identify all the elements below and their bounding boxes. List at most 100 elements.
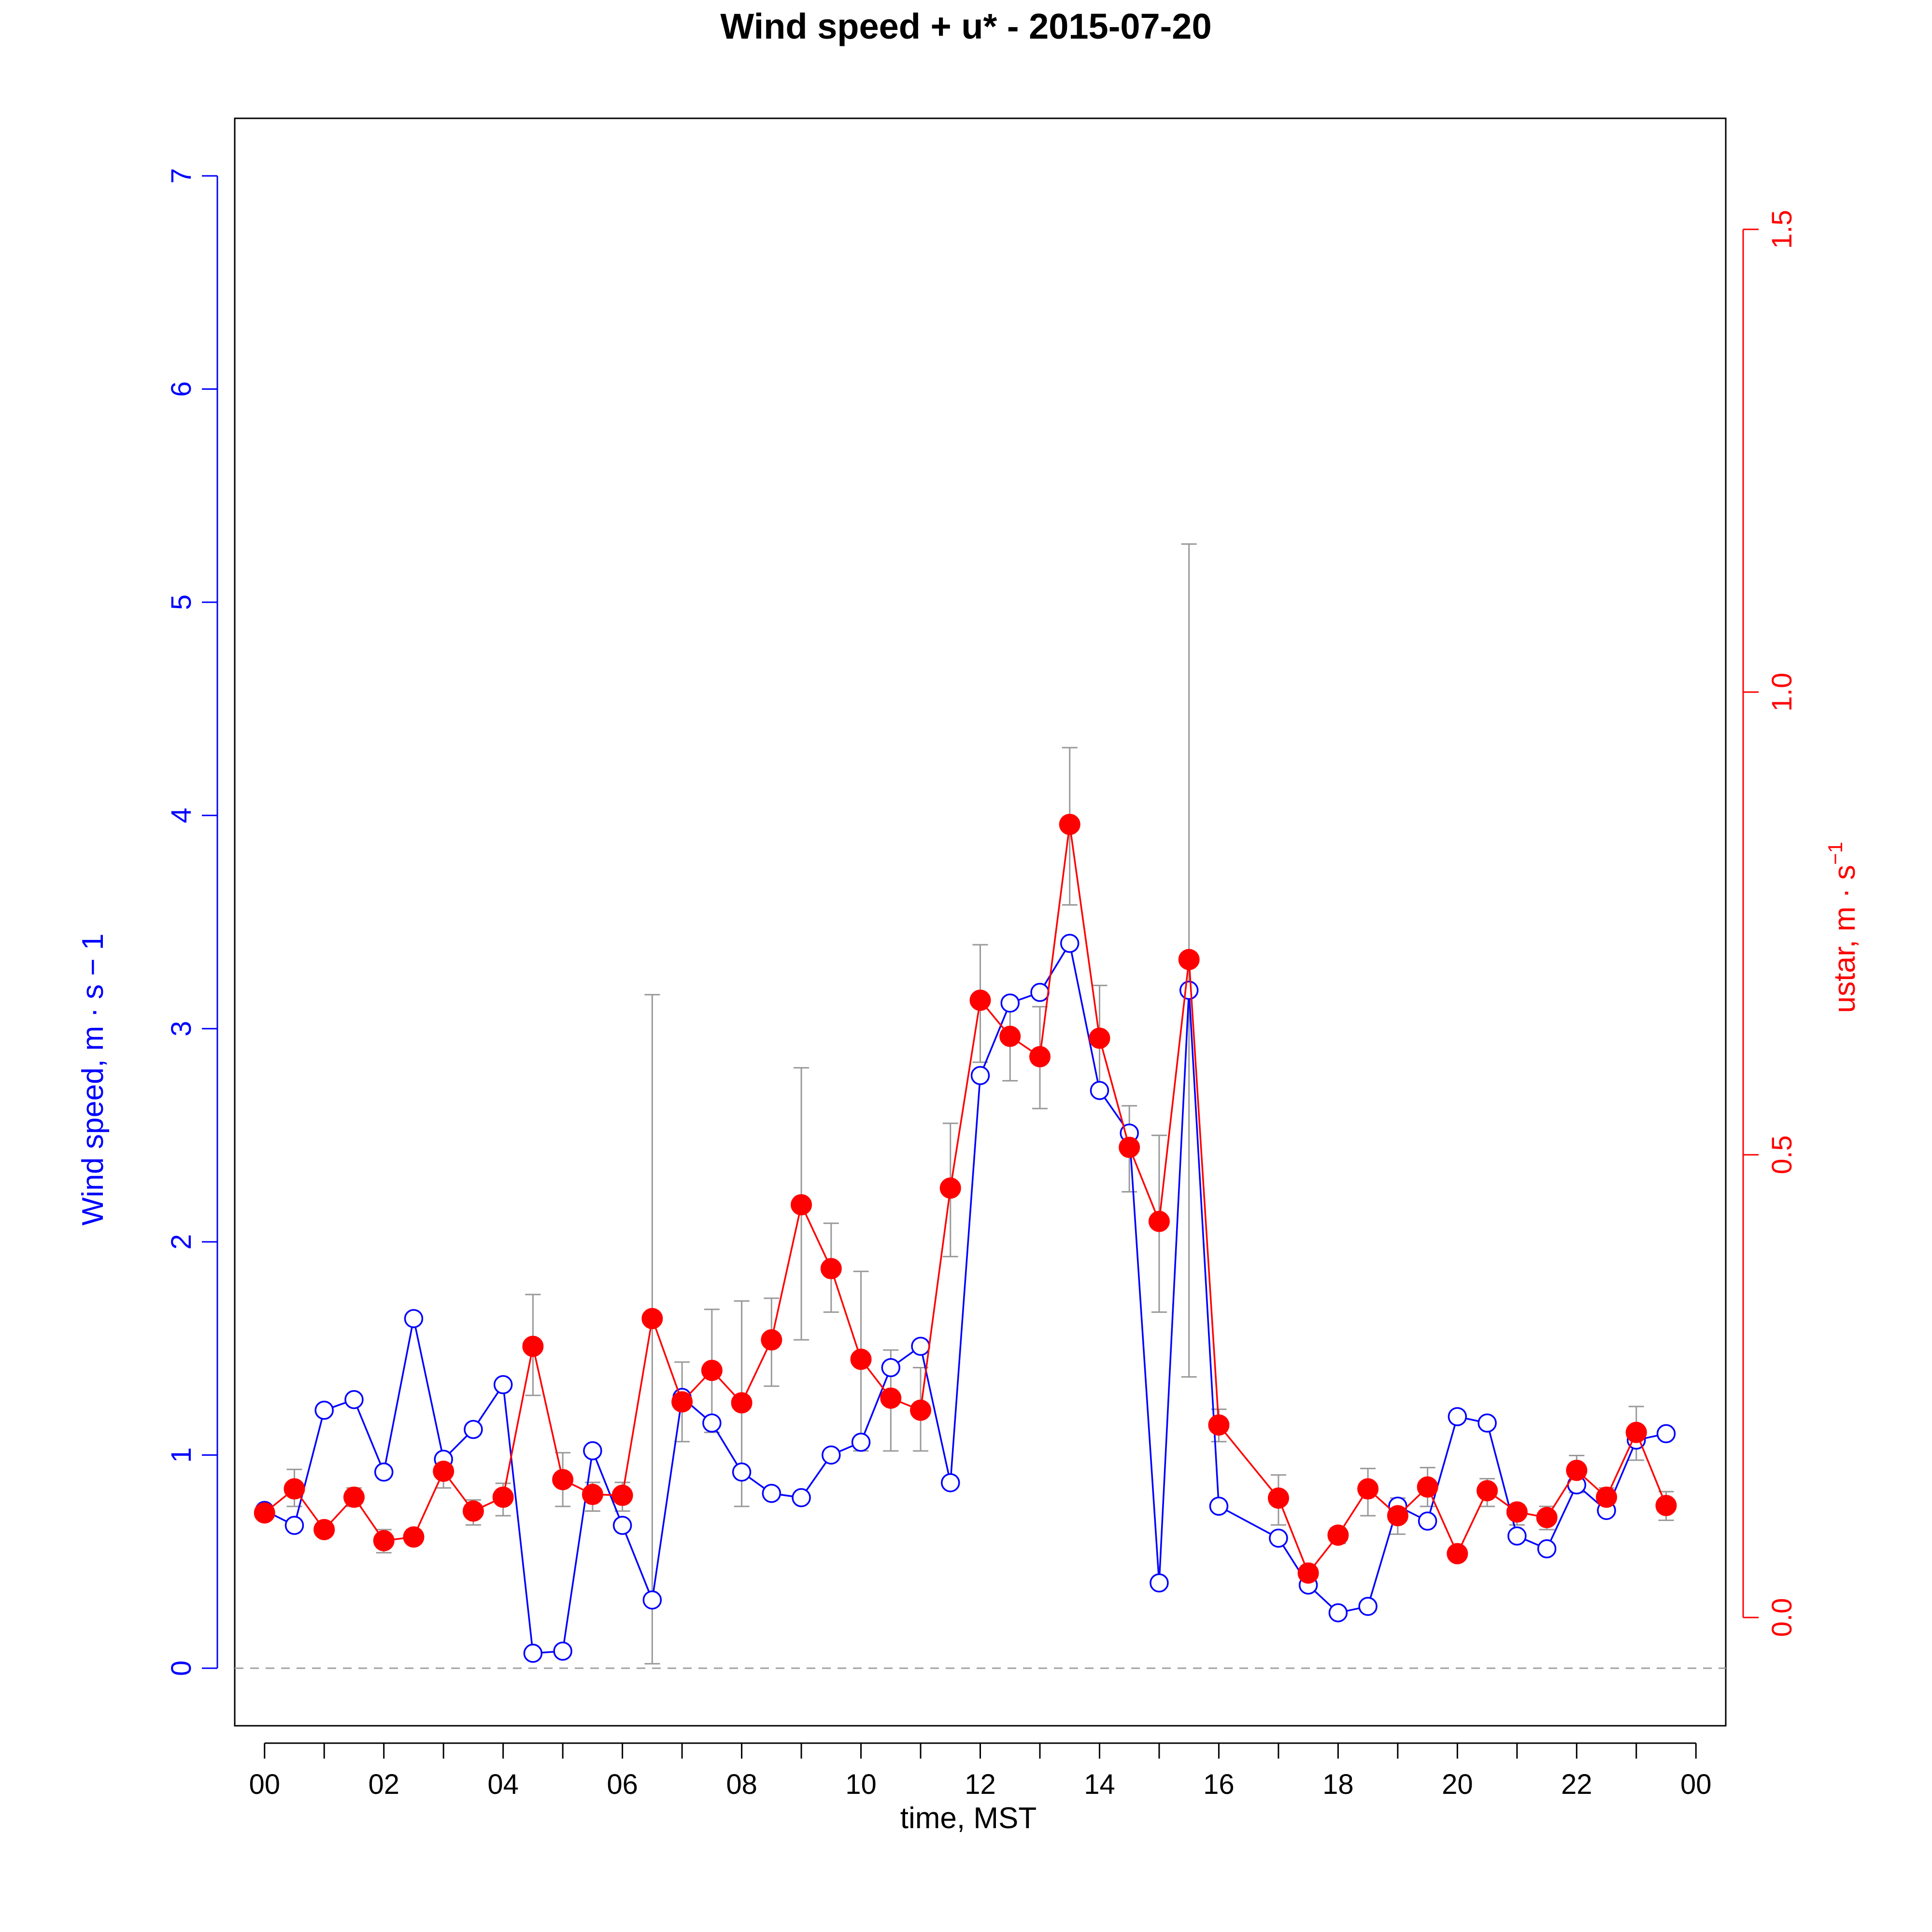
ustar-point xyxy=(939,1177,961,1199)
ustar-point xyxy=(582,1484,603,1506)
ustar-point xyxy=(969,989,991,1011)
y-right-tick-label: 1.5 xyxy=(1766,210,1798,249)
wind-speed-point xyxy=(911,1336,930,1356)
x-tick-label: 02 xyxy=(368,1769,399,1800)
wind-speed-point xyxy=(881,1358,901,1378)
y-left-tick-label: 6 xyxy=(166,381,197,397)
ustar-point xyxy=(880,1387,902,1409)
wind-speed-point xyxy=(1150,1573,1169,1593)
x-axis-label: time, MST xyxy=(900,1802,1037,1835)
ustar-point xyxy=(1447,1543,1468,1564)
x-tick-label: 06 xyxy=(607,1769,638,1800)
ustar-point xyxy=(1327,1524,1349,1546)
ustar-point xyxy=(761,1329,782,1351)
wind-speed-point xyxy=(941,1473,960,1492)
x-tick-label: 12 xyxy=(965,1769,996,1800)
ustar-point xyxy=(910,1399,932,1421)
ustar-point xyxy=(343,1486,365,1508)
wind-speed-point xyxy=(732,1463,752,1482)
wind-speed-point xyxy=(1507,1526,1527,1546)
y-right-tick-label: 1.0 xyxy=(1766,673,1798,712)
ustar-point xyxy=(522,1335,544,1357)
wind-speed-point xyxy=(1477,1413,1497,1433)
wind-speed-point xyxy=(1418,1511,1437,1531)
y-axis-label-left: Wind speed, m · s − 1 xyxy=(76,934,110,1226)
wind-speed-point xyxy=(464,1420,483,1439)
wind-speed-point xyxy=(1030,982,1050,1002)
x-tick-label: 20 xyxy=(1442,1769,1473,1800)
wind-speed-point xyxy=(970,1066,990,1085)
y-right-tick-label: 0.0 xyxy=(1766,1598,1798,1637)
ustar-point xyxy=(791,1194,812,1216)
wind-speed-point xyxy=(374,1463,394,1482)
ustar-point xyxy=(1089,1027,1110,1049)
x-tick-label: 00 xyxy=(249,1769,280,1800)
wind-speed-point xyxy=(1000,993,1020,1013)
y-left-tick-label: 7 xyxy=(166,168,197,184)
x-tick-label: 08 xyxy=(726,1769,757,1800)
ustar-point xyxy=(999,1025,1021,1047)
wind-speed-point xyxy=(762,1484,781,1503)
ustar-point xyxy=(1655,1495,1677,1517)
ustar-point xyxy=(1506,1501,1528,1523)
ustar-point xyxy=(1625,1421,1647,1443)
ustar-point xyxy=(671,1391,693,1413)
ustar-point xyxy=(1178,949,1200,970)
ustar-point xyxy=(1536,1506,1558,1528)
x-tick-label: 22 xyxy=(1561,1769,1592,1800)
wind-speed-point xyxy=(702,1413,722,1433)
wind-speed-point xyxy=(1269,1528,1288,1548)
wind-speed-point xyxy=(1179,980,1199,1000)
x-tick-label: 14 xyxy=(1084,1769,1115,1800)
ustar-point xyxy=(462,1500,484,1522)
wind-speed-point xyxy=(314,1401,334,1420)
wind-speed-point xyxy=(1358,1597,1378,1616)
y-left-tick-label: 5 xyxy=(166,595,197,610)
ustar-point xyxy=(701,1360,723,1381)
wind-speed-point xyxy=(404,1309,424,1328)
ustar-point xyxy=(1267,1487,1289,1509)
ustar-point xyxy=(1357,1478,1379,1500)
ustar-point xyxy=(433,1461,455,1482)
ustar-point xyxy=(373,1530,395,1551)
wind-speed-point xyxy=(1209,1496,1229,1516)
ustar-point xyxy=(731,1392,753,1414)
ustar-point xyxy=(313,1519,335,1540)
wind-speed-point xyxy=(642,1590,662,1610)
ustar-point xyxy=(611,1484,633,1506)
ustar-point xyxy=(1477,1480,1498,1502)
y-left-tick-label: 3 xyxy=(166,1021,197,1037)
chart-title: Wind speed + u* - 2015-07-20 xyxy=(720,6,1211,46)
x-tick-label: 18 xyxy=(1322,1769,1354,1800)
ustar-point xyxy=(820,1258,842,1279)
wind-speed-point xyxy=(1448,1407,1467,1426)
wind-speed-point xyxy=(1537,1539,1557,1559)
x-tick-label: 16 xyxy=(1203,1769,1235,1800)
wind-speed-point xyxy=(1060,934,1080,953)
wind-speed-point xyxy=(344,1390,364,1409)
y-axis-label-right: ustar, m · s−1 xyxy=(1824,842,1861,1013)
ustar-point xyxy=(1119,1136,1140,1158)
wind-speed-point xyxy=(1328,1603,1348,1622)
ustar-point xyxy=(492,1486,514,1508)
wind-speed-point xyxy=(493,1375,513,1394)
y-left-tick-label: 2 xyxy=(166,1234,197,1250)
wind-speed-point xyxy=(612,1516,632,1535)
wind-speed-point xyxy=(792,1488,811,1507)
ustar-point xyxy=(1208,1414,1230,1436)
ustar-point xyxy=(1387,1505,1408,1527)
wind-speed-point xyxy=(553,1641,572,1661)
ustar-point xyxy=(1029,1046,1051,1067)
x-tick-label: 10 xyxy=(845,1769,877,1800)
ustar-point xyxy=(284,1478,305,1500)
y-axis-label-right-main: ustar, m · s xyxy=(1828,865,1861,1013)
wind-speed-point xyxy=(523,1644,543,1663)
ustar-point xyxy=(1596,1486,1618,1508)
y-axis-label-right-sup: −1 xyxy=(1824,842,1847,865)
x-tick-label: 04 xyxy=(487,1769,519,1800)
ustar-point xyxy=(1148,1210,1170,1232)
ustar-point xyxy=(850,1349,872,1370)
x-tick-label: 00 xyxy=(1680,1769,1712,1800)
